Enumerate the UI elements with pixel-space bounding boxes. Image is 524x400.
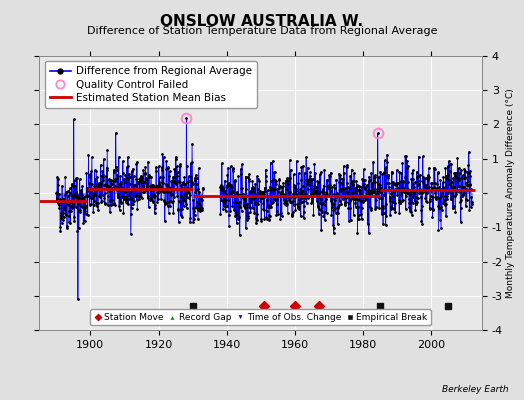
Text: Berkeley Earth: Berkeley Earth: [442, 385, 508, 394]
Text: Difference of Station Temperature Data from Regional Average: Difference of Station Temperature Data f…: [87, 26, 437, 36]
Y-axis label: Monthly Temperature Anomaly Difference (°C): Monthly Temperature Anomaly Difference (…: [506, 88, 515, 298]
Legend: Station Move, Record Gap, Time of Obs. Change, Empirical Break: Station Move, Record Gap, Time of Obs. C…: [90, 309, 431, 326]
Text: ONSLOW AUSTRALIA W.: ONSLOW AUSTRALIA W.: [160, 14, 364, 29]
